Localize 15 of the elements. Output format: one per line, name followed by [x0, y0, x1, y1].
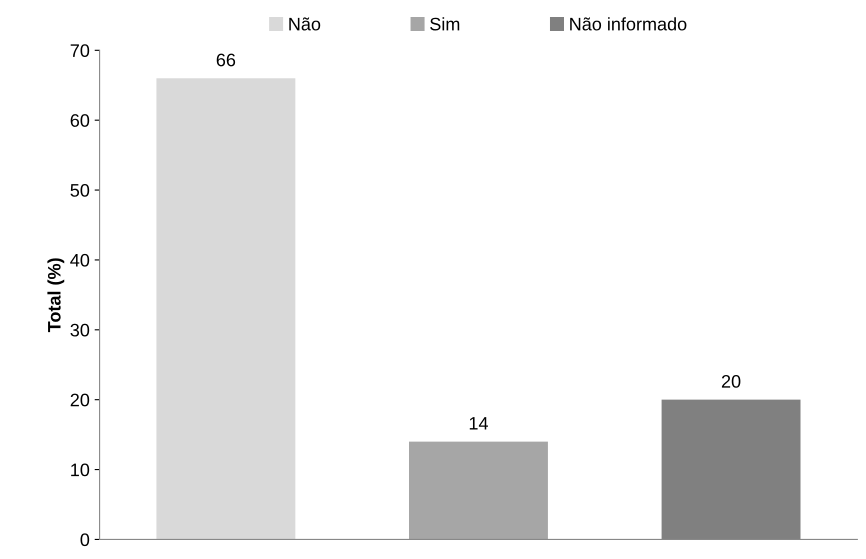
y-tick-label: 30 [70, 324, 90, 337]
y-tick-label: 60 [70, 114, 90, 127]
legend-label: Sim [430, 17, 460, 30]
y-tick-label: 0 [80, 533, 90, 546]
y-tick-label: 70 [70, 44, 90, 58]
data-label: 20 [722, 374, 740, 388]
legend-label: Não [289, 17, 320, 30]
y-axis-title: Total (%) [47, 258, 64, 332]
y-tick-label: 50 [70, 184, 90, 197]
y-tick-label: 40 [70, 254, 90, 267]
data-label: 14 [470, 417, 488, 430]
y-tick-label: 20 [70, 394, 90, 406]
y-tick-label: 10 [71, 463, 90, 476]
data-label: 66 [216, 54, 236, 66]
legend-label: Não informado [570, 17, 686, 30]
